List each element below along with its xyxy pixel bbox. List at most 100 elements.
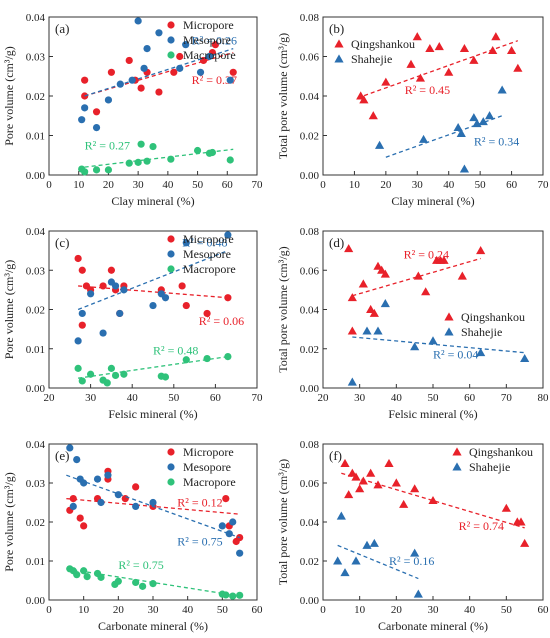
data-point — [344, 244, 354, 253]
r-squared-label: R² = 0.45 — [405, 83, 450, 97]
data-point — [73, 571, 81, 579]
data-point — [93, 475, 102, 483]
data-point — [182, 239, 190, 247]
x-axis-label: Felsic mineral (%) — [388, 407, 477, 421]
legend-marker — [334, 54, 344, 63]
data-point — [78, 321, 86, 329]
r-squared-label: R² = 0.34 — [474, 134, 519, 148]
x-tick-label: 60 — [252, 604, 264, 616]
data-point — [107, 364, 115, 372]
data-point — [92, 124, 101, 132]
legend-label: Micropore — [183, 445, 234, 459]
data-point — [469, 55, 479, 64]
data-point — [425, 44, 435, 53]
data-point — [444, 67, 454, 76]
data-point — [439, 255, 449, 264]
x-tick-label: 60 — [464, 392, 476, 404]
data-point — [516, 517, 526, 526]
y-tick-label: 0.04 — [300, 305, 320, 317]
data-point — [137, 140, 145, 148]
r-squared-label: R² = 0.24 — [404, 247, 449, 261]
data-point — [114, 491, 122, 499]
data-point — [104, 471, 112, 479]
x-tick-label: 20 — [391, 604, 403, 616]
data-point — [81, 104, 89, 112]
data-point — [176, 64, 184, 72]
data-point — [229, 68, 237, 76]
data-point — [428, 336, 438, 345]
data-point — [413, 271, 423, 280]
x-tick-label: 0 — [46, 604, 52, 616]
data-point — [478, 117, 488, 126]
legend-marker — [167, 235, 175, 243]
y-tick-label: 0.08 — [300, 226, 320, 238]
y-axis-label: Pore volume (cm³/g) — [2, 472, 16, 572]
series-qingshankou: R² = 0.24 — [344, 244, 486, 335]
data-point — [111, 282, 120, 290]
y-tick-label: 0.00 — [300, 595, 320, 607]
x-tick-label: 0 — [320, 179, 326, 191]
x-tick-label: 30 — [412, 179, 424, 191]
series-shahejie: R² = 0.04 — [347, 299, 530, 386]
legend-label: Qingshankou — [469, 445, 533, 459]
data-point — [229, 592, 237, 600]
data-point — [140, 64, 148, 72]
r-squared-label: R² = 0.27 — [85, 138, 130, 152]
data-point — [74, 364, 82, 372]
r-squared-label: R² = 0.12 — [177, 495, 222, 509]
data-point — [182, 356, 190, 364]
r-squared-label: R² = 0.74 — [459, 519, 504, 533]
y-axis-label: Pore volume (cm³/g) — [2, 46, 16, 146]
data-point — [155, 88, 163, 96]
data-point — [224, 231, 232, 239]
data-point — [99, 282, 107, 290]
data-point — [410, 342, 420, 351]
data-point — [406, 59, 416, 68]
data-point — [355, 484, 365, 493]
data-point — [459, 44, 470, 53]
y-tick-label: 0.08 — [300, 12, 320, 24]
legend-label: Shahejie — [469, 460, 510, 474]
data-point — [226, 156, 234, 164]
data-point — [340, 458, 350, 467]
x-tick-label: 70 — [538, 179, 550, 191]
data-point — [208, 148, 217, 157]
data-point — [149, 498, 157, 507]
x-tick-label: 10 — [78, 604, 90, 616]
panel-label: (f) — [329, 448, 342, 463]
data-point — [121, 495, 129, 503]
data-point — [78, 377, 86, 385]
data-point — [347, 326, 357, 335]
data-point — [236, 591, 244, 599]
r-squared-label: R² = 0.48 — [153, 344, 198, 358]
legend-label: Micropore — [183, 18, 234, 32]
data-point — [459, 164, 470, 173]
r-squared-label: R² = 0.26 — [192, 34, 237, 48]
data-point — [99, 329, 107, 337]
x-tick-label: 80 — [538, 392, 550, 404]
data-point — [347, 293, 357, 302]
x-tick-label: 60 — [538, 604, 550, 616]
data-point — [78, 266, 86, 274]
data-point — [92, 108, 101, 116]
data-point — [193, 146, 202, 155]
data-point — [391, 478, 401, 487]
trend-line — [66, 474, 240, 539]
data-point — [373, 261, 383, 270]
data-point — [134, 158, 142, 166]
data-point — [351, 556, 361, 565]
y-tick-label: 0.00 — [26, 595, 46, 607]
data-point — [155, 29, 163, 37]
y-tick-label: 0.08 — [300, 439, 320, 451]
r-squared-label: R² = 0.75 — [118, 558, 163, 572]
data-point — [120, 286, 128, 294]
data-point — [196, 68, 205, 76]
x-tick-label: 10 — [73, 179, 85, 191]
x-tick-label: 40 — [162, 179, 174, 191]
data-point — [132, 502, 140, 510]
data-point — [182, 41, 190, 49]
series-micropore: R² = 0.12 — [66, 467, 244, 546]
data-point — [134, 17, 142, 25]
series-mesopore: R² = 0.48 — [74, 231, 232, 345]
data-point — [203, 309, 211, 318]
